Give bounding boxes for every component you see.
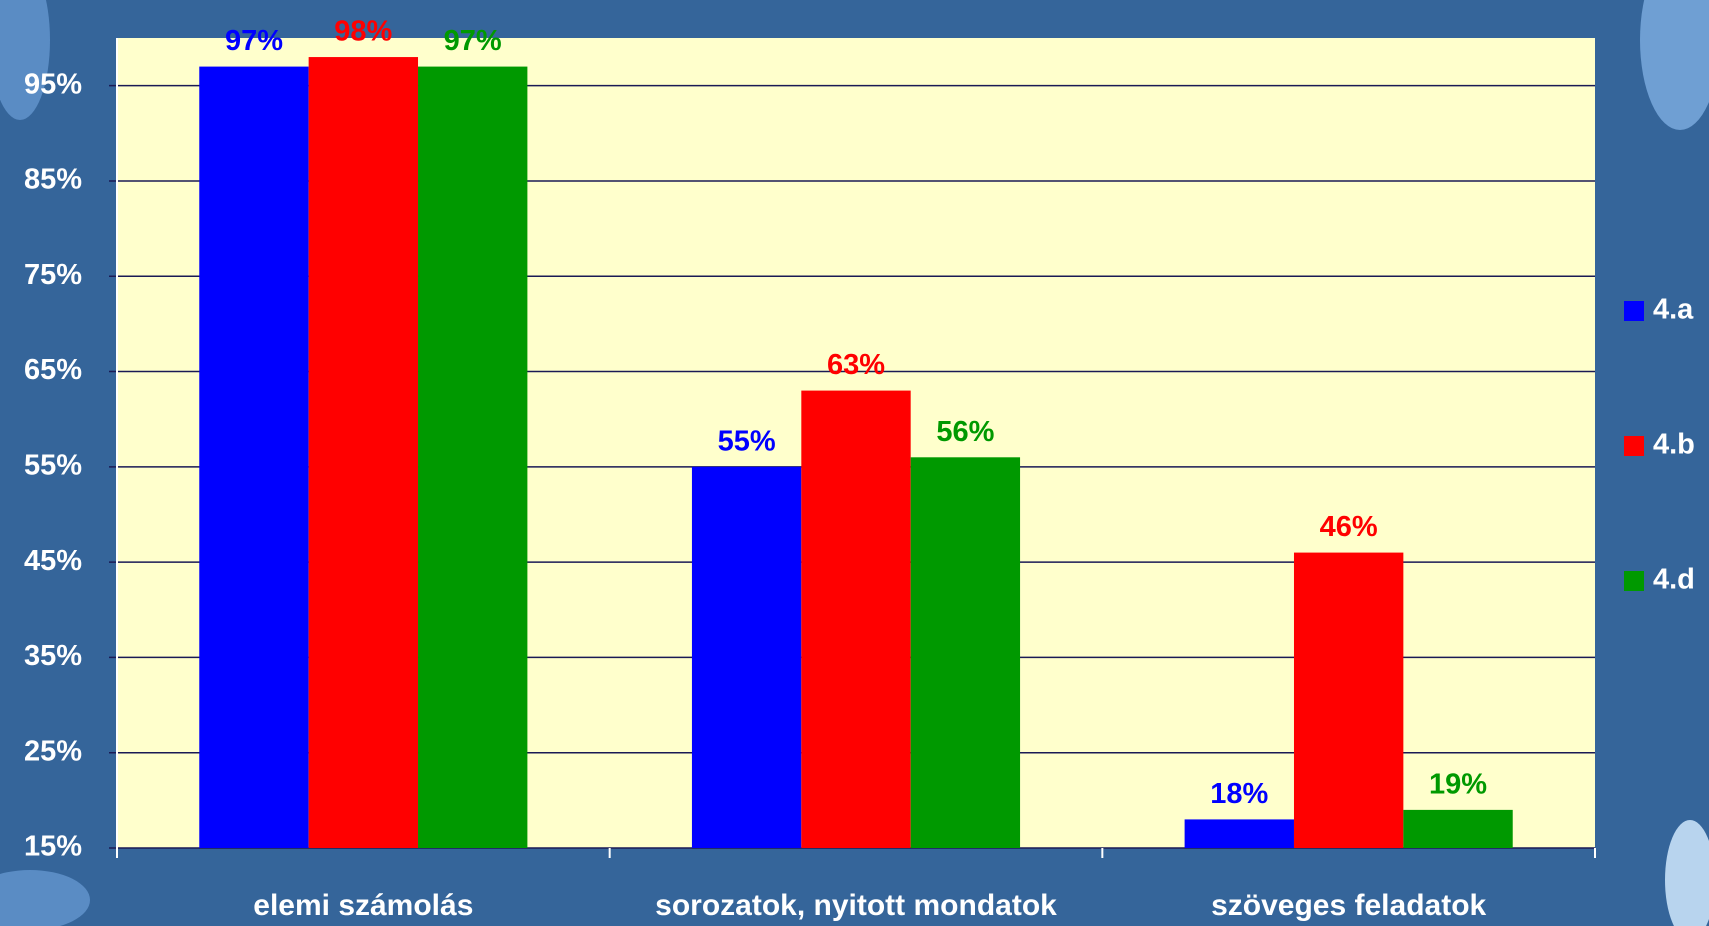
- bar: [418, 66, 528, 848]
- value-label: 18%: [1210, 778, 1268, 810]
- bar: [691, 466, 802, 848]
- legend-label: 4.a: [1653, 294, 1694, 326]
- legend-swatch: [1624, 571, 1644, 591]
- y-tick-label: 95%: [24, 68, 82, 100]
- y-tick-label: 65%: [24, 354, 82, 386]
- bar: [1293, 552, 1404, 848]
- bar: [308, 57, 419, 848]
- bar: [910, 457, 1021, 848]
- decoration: [1640, 0, 1709, 130]
- bar: [199, 66, 309, 848]
- x-tick-label: szöveges feladatok: [1211, 889, 1486, 922]
- bar: [801, 390, 911, 848]
- bar: [1184, 819, 1294, 848]
- value-label: 97%: [225, 25, 283, 57]
- legend-swatch: [1624, 301, 1644, 321]
- value-label: 63%: [827, 349, 885, 381]
- y-tick-label: 15%: [24, 831, 82, 863]
- legend-swatch: [1624, 436, 1644, 456]
- y-tick-label: 55%: [24, 449, 82, 481]
- legend-label: 4.d: [1653, 564, 1695, 596]
- value-label: 19%: [1429, 769, 1487, 801]
- y-tick-label: 35%: [24, 640, 82, 672]
- value-label: 97%: [444, 25, 502, 57]
- bar: [1403, 809, 1513, 848]
- legend-label: 4.b: [1653, 429, 1695, 461]
- decoration: [0, 0, 50, 120]
- value-label: 55%: [718, 425, 776, 457]
- decoration: [0, 870, 90, 926]
- x-tick-label: sorozatok, nyitott mondatok: [655, 889, 1057, 922]
- y-tick-label: 75%: [24, 259, 82, 291]
- value-label: 98%: [334, 16, 392, 48]
- y-tick-label: 45%: [24, 545, 82, 577]
- x-tick-label: elemi számolás: [253, 889, 473, 922]
- decoration: [1665, 820, 1709, 926]
- y-tick-label: 85%: [24, 164, 82, 196]
- y-tick-label: 25%: [24, 735, 82, 767]
- value-label: 46%: [1320, 511, 1378, 543]
- value-label: 56%: [936, 416, 994, 448]
